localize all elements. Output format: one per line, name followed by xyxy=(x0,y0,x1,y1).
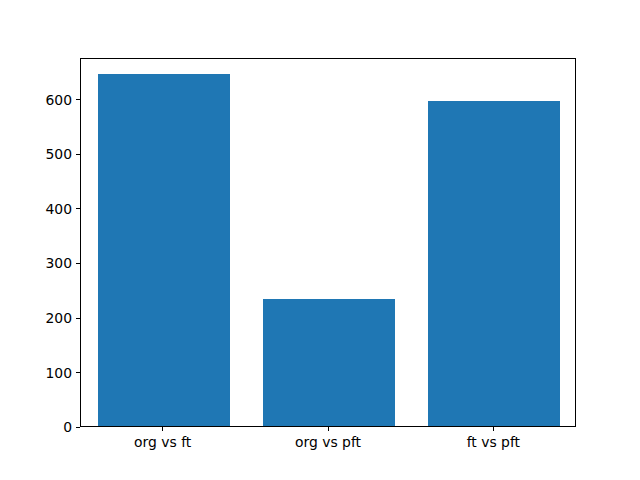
x-tick-mark xyxy=(493,427,494,431)
y-tick-label: 100 xyxy=(45,365,72,381)
y-tick-label: 400 xyxy=(45,201,72,217)
y-tick-mark xyxy=(76,372,80,373)
x-tick-mark xyxy=(162,427,163,431)
plot-area xyxy=(80,58,576,428)
y-tick-mark xyxy=(76,154,80,155)
figure-canvas: 0 100 200 300 400 500 600 org vs ft org vs pft ft… xyxy=(0,0,640,480)
y-tick-mark xyxy=(76,263,80,264)
x-tick-mark xyxy=(328,427,329,431)
bar-org-vs-ft xyxy=(98,74,230,426)
y-tick-mark xyxy=(76,208,80,209)
y-tick-label: 300 xyxy=(45,255,72,271)
y-tick-label: 200 xyxy=(45,310,72,326)
x-tick-label-org-vs-ft: org vs ft xyxy=(134,434,191,450)
y-tick-mark xyxy=(76,318,80,319)
bar-org-vs-pft xyxy=(263,299,395,426)
bar-ft-vs-pft xyxy=(428,101,560,426)
y-tick-label: 600 xyxy=(45,92,72,108)
y-tick-mark xyxy=(76,99,80,100)
y-tick-label: 0 xyxy=(63,419,72,435)
x-tick-label-org-vs-pft: org vs pft xyxy=(295,434,361,450)
y-tick-mark xyxy=(76,427,80,428)
y-tick-label: 500 xyxy=(45,146,72,162)
x-tick-label-ft-vs-pft: ft vs pft xyxy=(467,434,520,450)
